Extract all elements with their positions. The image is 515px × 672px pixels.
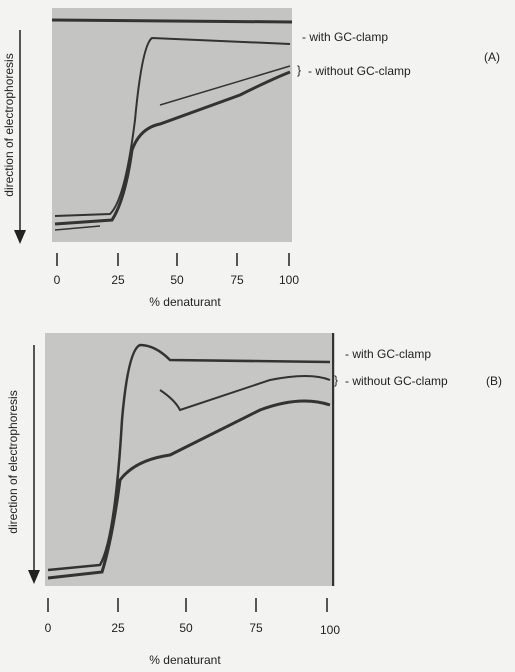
gel-band	[54, 65, 291, 231]
panel-label: (A)	[484, 50, 500, 64]
axis-label: % denaturant	[149, 653, 221, 667]
annotation: - without GC-clamp	[345, 374, 448, 388]
gel-band	[54, 70, 291, 226]
gel-band	[54, 36, 291, 217]
tick-label: 100	[320, 623, 340, 637]
tick-label: 0	[54, 273, 61, 287]
arrowhead	[14, 230, 26, 244]
tick-label: 50	[170, 273, 184, 287]
panel-label: (B)	[486, 374, 502, 388]
tick-label: 75	[230, 273, 244, 287]
brace: }	[334, 373, 338, 387]
tick-label: 25	[111, 273, 125, 287]
tick-label: 75	[249, 621, 263, 635]
tick-label: 25	[111, 621, 125, 635]
panel-a: direction of electrophoresis - with GC-c…	[2, 8, 500, 309]
annotation: - with GC-clamp	[345, 347, 431, 361]
gel-band	[47, 399, 331, 580]
gel-band	[159, 375, 331, 412]
arrowhead	[28, 570, 40, 584]
tick-label: 0	[45, 621, 52, 635]
annotation: - with GC-clamp	[302, 30, 388, 44]
gel-band	[51, 18, 293, 24]
direction-label: direction of electrophoresis	[2, 53, 16, 196]
tick-label: 50	[179, 621, 193, 635]
brace: }	[297, 63, 301, 77]
panel-b: direction of electrophoresis - with GC-c…	[6, 333, 502, 667]
gel-image	[45, 333, 335, 586]
annotation: - without GC-clamp	[308, 64, 411, 78]
direction-label: direction of electrophoresis	[6, 390, 20, 533]
axis-label: % denaturant	[149, 295, 221, 309]
tick-label: 100	[279, 273, 299, 287]
gel-image	[52, 8, 292, 242]
